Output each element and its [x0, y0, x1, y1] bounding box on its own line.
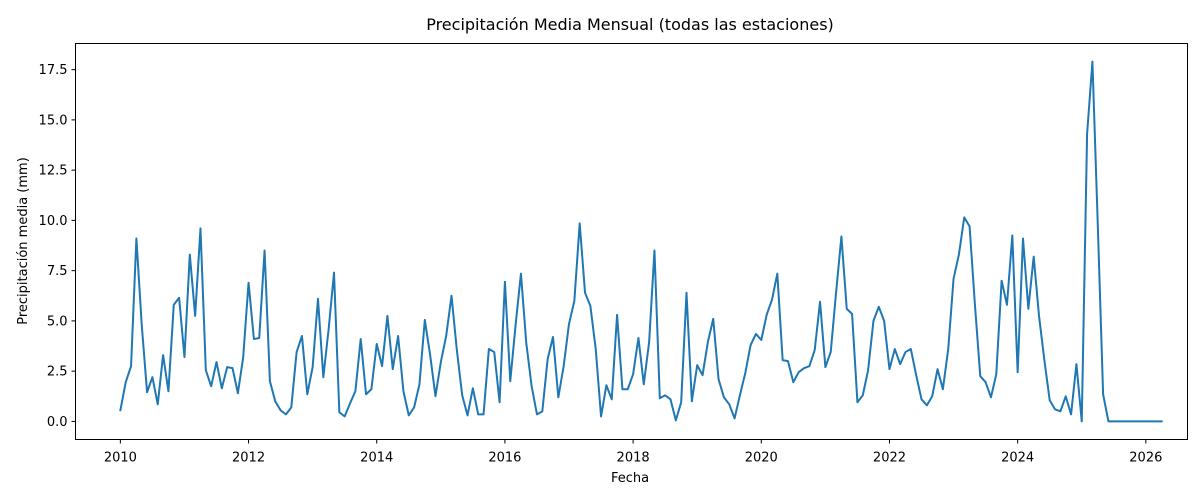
x-tick-label: 2010 — [104, 451, 137, 466]
y-axis-ticks: 0.0 2.5 5.0 7.5 10.0 12.5 15.0 17.5 — [39, 63, 76, 430]
y-tick-label: 10.0 — [39, 214, 68, 229]
x-tick-label: 2026 — [1129, 451, 1162, 466]
x-axis-label: Fecha — [611, 471, 649, 486]
x-axis-ticks: 2010 2012 2014 2016 2018 2020 2022 2024 2026 — [104, 439, 1162, 466]
x-tick-label: 2022 — [873, 451, 906, 466]
precipitation-series-line — [119, 60, 1163, 423]
y-tick-label: 7.5 — [47, 264, 68, 279]
chart-title: Precipitación Media Mensual (todas las e… — [426, 15, 834, 34]
y-tick-label: 17.5 — [39, 63, 68, 78]
y-tick-label: 12.5 — [39, 164, 68, 179]
y-tick-label: 5.0 — [47, 314, 68, 329]
x-tick-label: 2016 — [488, 451, 521, 466]
y-axis-label: Precipitación media (mm) — [16, 157, 31, 325]
plot-frame — [75, 43, 1188, 440]
x-tick-label: 2014 — [360, 451, 393, 466]
x-tick-label: 2024 — [1001, 451, 1034, 466]
y-tick-label: 2.5 — [47, 365, 68, 380]
y-tick-label: 0.0 — [47, 415, 68, 430]
y-tick-label: 15.0 — [39, 113, 68, 128]
x-tick-label: 2020 — [745, 451, 778, 466]
x-tick-label: 2012 — [232, 451, 265, 466]
x-tick-label: 2018 — [617, 451, 650, 466]
